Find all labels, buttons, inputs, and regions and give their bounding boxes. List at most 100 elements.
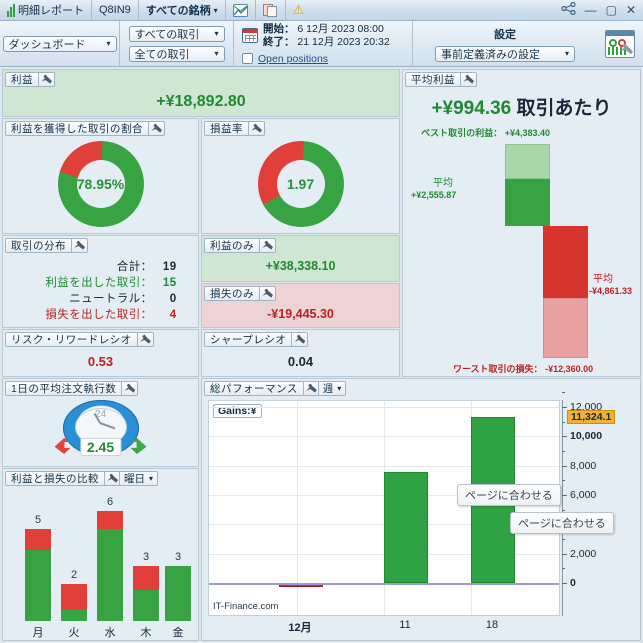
tooltip-fit-page-1: ページに合わせる [457, 484, 561, 506]
widget-distribution-header: 取引の分布 [5, 238, 88, 253]
widget-gross-loss: 損失のみ -¥19,445.30 [201, 283, 400, 328]
close-button[interactable]: ✕ [625, 3, 636, 17]
distribution-row-value: 15 [162, 277, 177, 289]
zero-line [209, 583, 559, 585]
title-bar: 明細レポート Q8IN9 すべての銘柄 ▾ ⚠ [0, 0, 643, 21]
app-title-label: 明細レポート [18, 5, 84, 17]
x-axis-tick-label: 18 [485, 619, 499, 631]
avg-loss-label: 平均 [593, 274, 613, 285]
widget-average-profit-settings-button[interactable] [460, 73, 476, 86]
y-axis-minor-tick [562, 509, 565, 511]
widget-avg-orders-settings-button[interactable] [121, 382, 137, 395]
chevron-down-icon: ▾ [214, 49, 219, 58]
day-bar-count: 3 [174, 551, 182, 563]
wrench-icon [262, 288, 273, 298]
performance-plot-area[interactable]: Gains:¥ IT-Finance.com [208, 400, 560, 616]
y-axis-tick-mark [562, 553, 567, 555]
win-rate-donut: 78.95% [57, 141, 144, 227]
widget-sharpe-ratio: シャープレシオ 0.04 [201, 329, 400, 377]
warning-icon: ⚠ [292, 2, 305, 17]
widget-win-rate-title: 利益を獲得した取引の割合 [11, 123, 143, 135]
y-axis-minor-tick [562, 421, 565, 423]
end-label: 終了： [263, 35, 295, 48]
y-axis-tick-label: 0 [570, 577, 576, 589]
copy-button[interactable] [256, 0, 286, 20]
widget-win-rate-header: 利益を獲得した取引の割合 [5, 121, 165, 136]
warning-button[interactable]: ⚠ [286, 0, 312, 20]
widget-gross-loss-settings-button[interactable] [259, 287, 275, 300]
mail-chart-button[interactable] [226, 0, 256, 20]
profit-value: +¥18,892.80 [156, 93, 246, 110]
y-axis-tick-mark [562, 436, 567, 438]
widget-gross-loss-title: 損失のみ [210, 288, 254, 300]
performance-bar[interactable] [384, 472, 428, 583]
share-icon[interactable] [560, 1, 576, 18]
sharpe-value: 0.04 [287, 354, 314, 369]
widget-distribution-settings-button[interactable] [71, 239, 87, 252]
wrench-icon [262, 240, 273, 250]
widget-gross-profit-settings-button[interactable] [259, 239, 275, 252]
daterange-section: 開始： 6 12月 2023 08:00 終了： 21 12月 2023 20:… [234, 21, 413, 66]
total-performance-selector[interactable]: 週 ▾ [317, 381, 346, 396]
tab-all-symbols[interactable]: すべての銘柄 ▾ [139, 0, 226, 20]
open-positions-label: Open positions [258, 52, 329, 65]
widget-average-profit-header: 平均利益 [405, 72, 477, 87]
trades-filter-section: すべての取引 ▾ 全ての取引 ▾ [120, 21, 234, 66]
widget-total-performance-header: 総パフォーマンス 週 ▾ [204, 381, 347, 396]
wrench-icon [463, 74, 474, 84]
day-bar-profit-segment [61, 610, 87, 621]
widget-profit-settings-button[interactable] [38, 73, 54, 86]
distribution-row-label: 合計： [116, 261, 153, 273]
widget-sharpe-settings-button[interactable] [291, 333, 307, 346]
open-positions-checkbox[interactable] [242, 53, 253, 64]
widget-pl-ratio-settings-button[interactable] [248, 122, 264, 135]
minimize-button[interactable]: — [584, 3, 597, 17]
settings-select-label: 事前定義済みの設定 [441, 48, 540, 61]
chevron-down-icon: ▾ [106, 39, 111, 48]
widget-total-performance: 総パフォーマンス 週 ▾ Gains:¥ IT-Finance.com 0 2,0… [201, 378, 641, 641]
settings-select[interactable]: 事前定義済みの設定 ▾ [435, 45, 575, 62]
distribution-row-value: 0 [169, 293, 177, 305]
day-bar-loss-segment [133, 566, 159, 590]
chevron-down-icon: ▾ [149, 474, 154, 483]
day-comparison-selector[interactable]: 曜日 ▾ [119, 471, 157, 486]
chart-settings-icon[interactable] [605, 29, 635, 58]
day-bar-profit-segment [165, 566, 191, 621]
widget-day-comparison-settings-button[interactable] [104, 472, 120, 485]
y-axis-minor-tick [562, 539, 565, 540]
avg-win-bar [505, 179, 550, 226]
widget-win-rate-settings-button[interactable] [148, 122, 164, 135]
y-axis-tick-mark [562, 583, 567, 584]
gauge-dial-label: 24 [94, 409, 107, 420]
widget-risk-reward-settings-button[interactable] [136, 333, 153, 346]
date-range[interactable]: 開始： 6 12月 2023 08:00 終了： 21 12月 2023 20:… [242, 23, 404, 49]
distribution-row: 利益を出した取引： 15 [3, 275, 198, 291]
pl-ratio-value: 1.97 [286, 176, 315, 192]
trades-select[interactable]: すべての取引 ▾ [128, 25, 225, 42]
view-select[interactable]: ダッシュボード ▾ [2, 35, 117, 52]
risk-reward-value: 0.53 [87, 354, 114, 369]
day-bar-count: 5 [34, 514, 42, 527]
tab-account[interactable]: Q8IN9 [92, 0, 139, 20]
maximize-button[interactable]: ▢ [605, 3, 617, 17]
y-axis-minor-tick [562, 568, 565, 570]
day-bar-profit-segment [97, 529, 123, 621]
widget-risk-reward-title: リスク・リワードレシオ [11, 334, 132, 346]
titlebar-spacer [311, 0, 553, 20]
end-date-row: 終了： 21 12月 2023 20:32 [263, 36, 390, 49]
open-positions-row[interactable]: Open positions [242, 53, 404, 65]
widget-day-comparison-header: 利益と損失の比較 曜日 ▾ [5, 471, 159, 486]
wrench-icon [107, 473, 118, 483]
distribution-rows: 合計： 19 利益を出した取引： 15 ニュートラル： 0 損失を出した取引： 4 [3, 259, 198, 323]
widget-gross-profit: 利益のみ +¥38,338.10 [201, 235, 400, 282]
trades-select-label: すべての取引 [134, 28, 200, 41]
avg-loss-bar [543, 226, 588, 298]
widget-total-performance-settings-button[interactable] [302, 382, 319, 395]
all-trades-select[interactable]: 全ての取引 ▾ [128, 45, 225, 62]
waterfall-chart: ベスト取引の利益： +¥4,383.40 平均 +¥2,555.87 平均 -¥… [403, 122, 640, 374]
